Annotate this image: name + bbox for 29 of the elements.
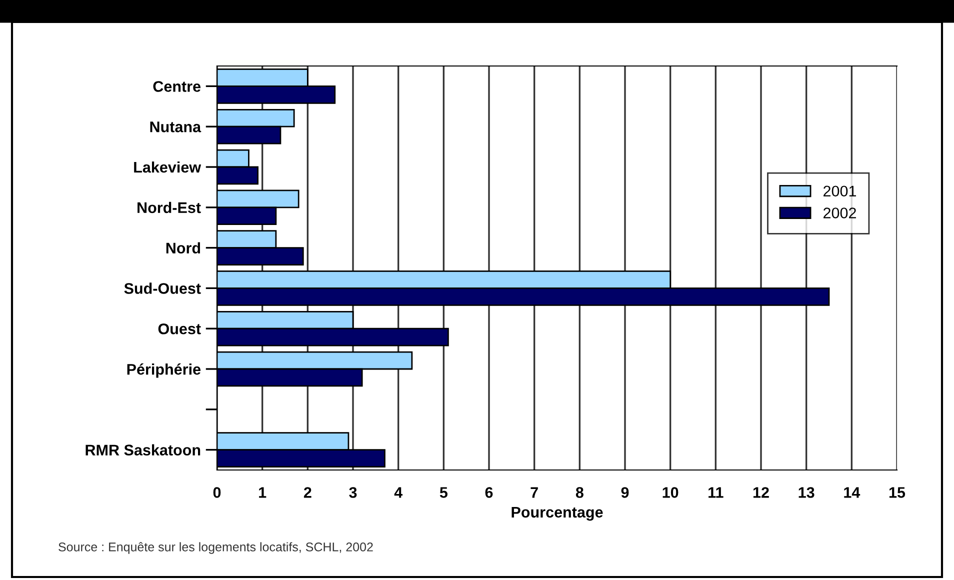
x-tick-label: 14 [844, 487, 860, 498]
x-tick-label: 13 [798, 487, 814, 498]
y-tick-label: Nutana [150, 122, 202, 132]
y-tick-label: Sud-Ouest [124, 282, 201, 294]
x-tick-label: 10 [662, 487, 678, 498]
x-tick-label: 3 [349, 487, 357, 498]
x-tick-label: 15 [889, 487, 906, 498]
y-tick-label: Lakeview [134, 161, 202, 173]
x-tick-label: 4 [394, 487, 402, 498]
x-tick-label: 5 [440, 487, 448, 498]
y-tick-label: Périphérie [127, 363, 201, 378]
x-tick-label: 6 [485, 487, 493, 498]
y-tick-label: Ouest [158, 323, 201, 334]
source-note: Source : Enquête sur les logements locatifs, SCHL, 2002 [58, 542, 373, 554]
y-tick-label: Nord-Est [138, 202, 201, 214]
x-tick-label: 9 [621, 487, 629, 498]
legend-label: 2002 [824, 208, 856, 218]
x-tick-label: 2 [304, 487, 312, 498]
x-axis-title: Pourcentage [512, 506, 603, 521]
y-tick-label: RMR Saskatoon [86, 444, 200, 456]
legend-label: 2001 [824, 186, 856, 197]
x-tick-label: 7 [530, 487, 538, 498]
x-tick-label: 0 [213, 487, 221, 498]
x-tick-label: 8 [576, 487, 584, 498]
y-tick-label: Centre [153, 81, 201, 92]
x-tick-label: 1 [259, 487, 266, 498]
x-tick-label: 11 [708, 487, 724, 498]
y-tick-label: Nord [166, 242, 200, 254]
x-tick-label: 12 [753, 487, 769, 498]
